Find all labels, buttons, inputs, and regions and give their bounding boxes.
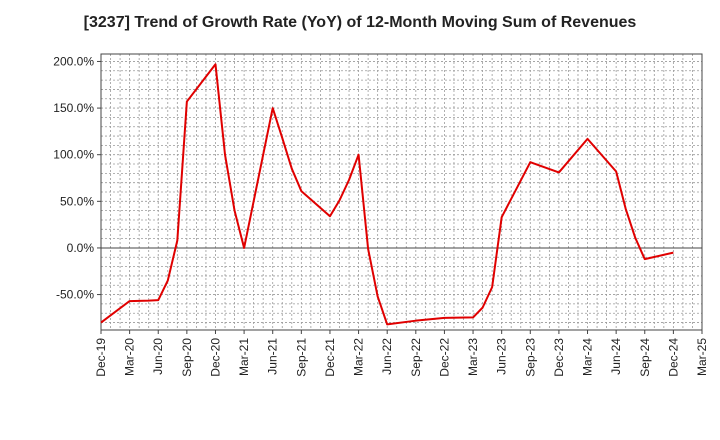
x-tick-label: Jun-21 <box>266 338 280 375</box>
y-tick-label: 100.0% <box>53 148 94 162</box>
x-tick-label: Dec-22 <box>437 338 451 377</box>
x-tick-label: Mar-25 <box>695 338 709 376</box>
x-tick-label: Jun-24 <box>609 338 623 375</box>
y-axis: 200.0% 150.0% 100.0% 50.0% 0.0% -50.0% <box>53 54 101 302</box>
y-tick-label: 150.0% <box>53 101 94 115</box>
series-line <box>100 63 674 326</box>
y-tick-label: 0.0% <box>67 241 95 255</box>
x-tick-label: Mar-21 <box>237 338 251 376</box>
x-tick-label: Sep-21 <box>294 338 308 377</box>
y-tick-label: -50.0% <box>56 288 94 302</box>
x-tick-label: Mar-22 <box>352 338 366 376</box>
plot-area-frame <box>100 53 703 331</box>
x-axis: Dec-19 Mar-20 Jun-20 Sep-20 Dec-20 Mar-21 Jun-… <box>94 330 709 377</box>
x-tick-label: Jun-22 <box>380 338 394 375</box>
x-tick-label: Dec-21 <box>323 338 337 377</box>
x-tick-label: Dec-20 <box>208 338 222 377</box>
x-tick-label: Sep-24 <box>638 338 652 377</box>
x-tick-label: Sep-20 <box>180 338 194 377</box>
x-tick-label: Dec-19 <box>94 338 108 377</box>
grid-lines <box>101 54 702 330</box>
chart-title: [3237] Trend of Growth Rate (YoY) of 12-… <box>83 14 637 31</box>
x-tick-label: Dec-24 <box>666 338 680 377</box>
y-tick-label: 200.0% <box>53 54 94 68</box>
x-tick-label: Sep-23 <box>523 338 537 377</box>
x-tick-label: Mar-20 <box>123 338 137 376</box>
x-tick-label: Sep-22 <box>409 338 423 377</box>
x-tick-label: Jun-23 <box>495 338 509 375</box>
x-tick-label: Mar-23 <box>466 338 480 376</box>
series-layer <box>100 63 674 326</box>
x-tick-label: Mar-24 <box>581 338 595 376</box>
y-tick-label: 50.0% <box>60 194 94 208</box>
x-tick-label: Jun-20 <box>151 338 165 375</box>
x-tick-label: Dec-23 <box>552 338 566 377</box>
